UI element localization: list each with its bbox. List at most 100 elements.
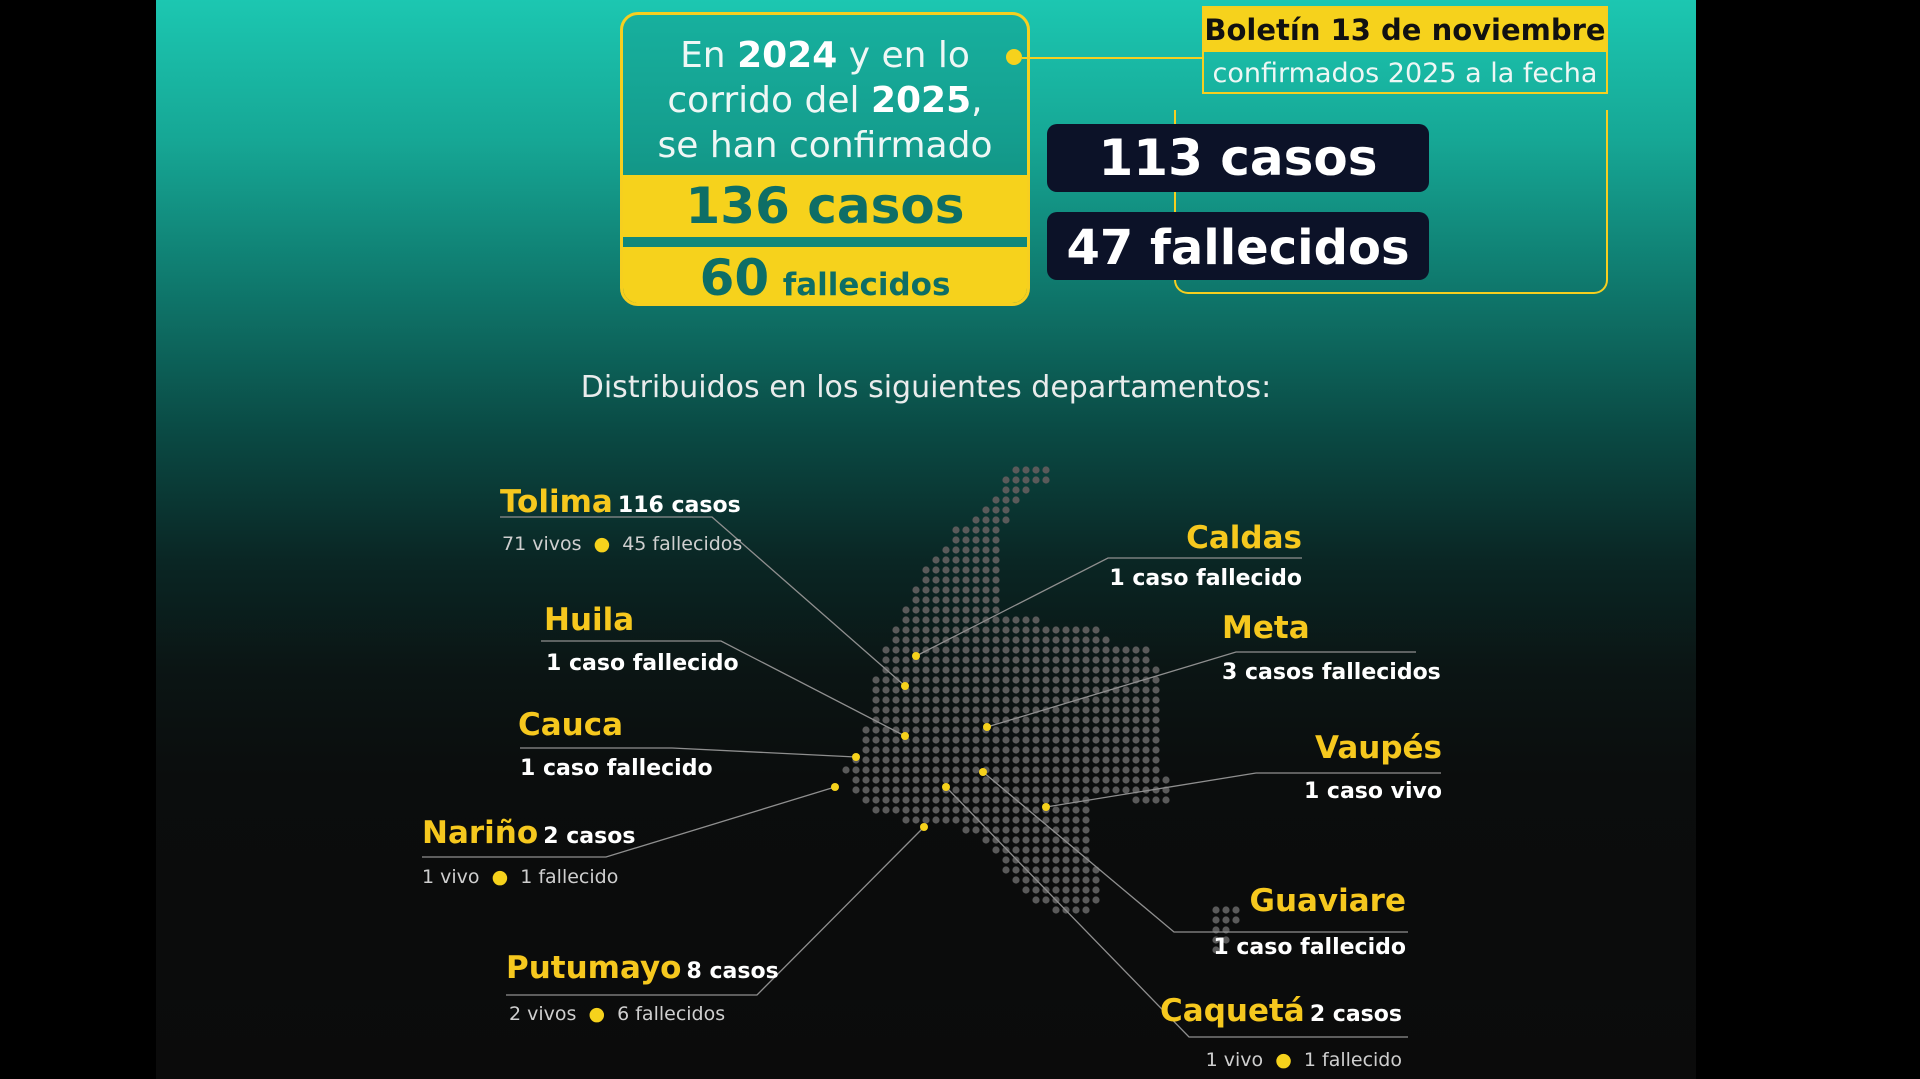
bulletin-connector-line	[1022, 57, 1202, 59]
summary-line1-post: y en lo	[837, 35, 970, 76]
map-dot	[952, 676, 960, 684]
map-dot	[922, 806, 930, 814]
map-dot	[972, 666, 980, 674]
leader-line-putumayo	[506, 826, 925, 996]
map-dot	[982, 706, 990, 714]
map-dot	[1152, 716, 1160, 724]
map-dot	[1022, 796, 1030, 804]
map-dot	[992, 766, 1000, 774]
map-dot	[922, 586, 930, 594]
map-dot	[922, 716, 930, 724]
map-dot	[1082, 706, 1090, 714]
map-dot	[1012, 736, 1020, 744]
map-dot	[1002, 506, 1010, 514]
map-dot	[882, 676, 890, 684]
map-dot	[1042, 836, 1050, 844]
marker-vaupes	[1042, 803, 1050, 811]
map-dot	[1092, 666, 1100, 674]
map-dot	[1032, 656, 1040, 664]
map-dot	[912, 666, 920, 674]
map-dot	[902, 616, 910, 624]
map-dot	[1082, 816, 1090, 824]
map-dot	[1102, 636, 1110, 644]
map-dot	[992, 836, 1000, 844]
map-dot	[1022, 666, 1030, 674]
map-dot	[872, 706, 880, 714]
map-dot	[982, 676, 990, 684]
map-dot	[1212, 946, 1220, 954]
map-dot	[1072, 806, 1080, 814]
distribution-title: Distribuidos en los siguientes departame…	[580, 370, 1272, 405]
dept-name-guaviare: Guaviare	[1249, 883, 1407, 919]
map-dot	[992, 496, 1000, 504]
map-dot	[892, 786, 900, 794]
map-dot	[1112, 726, 1120, 734]
map-dot	[962, 826, 970, 834]
map-dot	[922, 746, 930, 754]
map-dot	[1082, 686, 1090, 694]
map-dot	[1062, 846, 1070, 854]
map-dot	[1052, 786, 1060, 794]
map-dot	[932, 776, 940, 784]
map-dot	[932, 696, 940, 704]
map-dot	[932, 716, 940, 724]
map-dot	[1142, 796, 1150, 804]
map-dot	[1022, 786, 1030, 794]
map-dot	[1032, 776, 1040, 784]
map-dot	[1062, 776, 1070, 784]
map-dot	[1042, 746, 1050, 754]
map-dot	[922, 636, 930, 644]
map-dot	[1072, 726, 1080, 734]
marker-caldas	[912, 652, 920, 660]
map-dot	[1032, 696, 1040, 704]
label-putumayo: Putumayo 8 casos	[506, 950, 779, 986]
map-dot	[962, 636, 970, 644]
map-dot	[1042, 686, 1050, 694]
map-dot	[1122, 756, 1130, 764]
map-dot	[922, 816, 930, 824]
map-dot	[1152, 686, 1160, 694]
map-dot	[1112, 736, 1120, 744]
map-dot	[1002, 726, 1010, 734]
summary-box: En 2024 y en lo corrido del 2025, se han…	[620, 12, 1030, 306]
map-dot	[1032, 866, 1040, 874]
map-dot	[982, 786, 990, 794]
map-dot	[962, 806, 970, 814]
map-dot	[1012, 646, 1020, 654]
map-dot	[1132, 706, 1140, 714]
map-dot	[1002, 686, 1010, 694]
map-dot	[1022, 476, 1030, 484]
map-dot	[982, 656, 990, 664]
map-dot	[1002, 776, 1010, 784]
map-dot	[942, 696, 950, 704]
map-dot	[952, 766, 960, 774]
map-dot	[1062, 896, 1070, 904]
map-dot	[952, 786, 960, 794]
map-dot	[1072, 876, 1080, 884]
map-dot	[1132, 776, 1140, 784]
map-dot	[1012, 676, 1020, 684]
map-dot	[982, 536, 990, 544]
map-dot	[952, 716, 960, 724]
map-dot	[1082, 756, 1090, 764]
map-dot	[1122, 786, 1130, 794]
map-dot	[1062, 856, 1070, 864]
map-dot	[992, 706, 1000, 714]
map-dot	[1082, 856, 1090, 864]
dept-count-narino: 2 casos	[543, 824, 636, 849]
map-dot	[972, 706, 980, 714]
map-dot	[872, 746, 880, 754]
map-dot	[992, 596, 1000, 604]
map-dot	[902, 786, 910, 794]
map-dot	[1032, 476, 1040, 484]
map-dot	[952, 626, 960, 634]
map-dot	[892, 776, 900, 784]
map-dot	[1012, 636, 1020, 644]
map-dot	[1032, 796, 1040, 804]
map-dot	[982, 746, 990, 754]
map-dot	[1062, 876, 1070, 884]
map-dot	[1132, 686, 1140, 694]
map-dot	[1112, 696, 1120, 704]
map-dot	[1132, 696, 1140, 704]
map-dot	[1112, 666, 1120, 674]
